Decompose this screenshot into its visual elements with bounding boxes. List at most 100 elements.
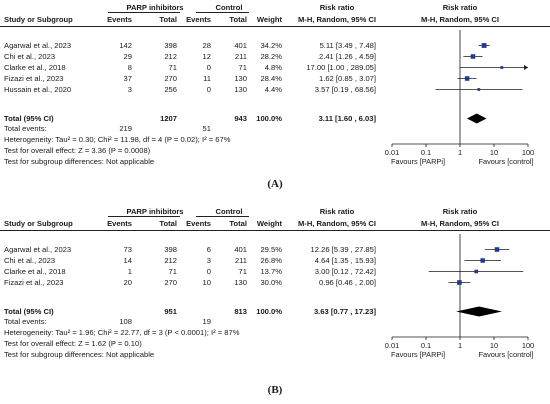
pooled-diamond [466, 113, 487, 124]
events1-column-header: Events [107, 15, 132, 24]
total2-value: 211 [234, 52, 247, 61]
weight-value: 30.0% [260, 278, 282, 287]
study-point-marker [470, 54, 476, 59]
total2-sum: 943 [234, 114, 247, 123]
total1-value: 71 [168, 63, 177, 72]
study-name: Fizazi et al., 2023 [4, 74, 64, 83]
study-point-marker [494, 247, 500, 252]
study-column-header: Study or Subgroup [4, 219, 73, 228]
risk-ratio-header: Risk ratio [319, 207, 355, 216]
x-tick-label: 100 [522, 148, 534, 157]
events1-value: 37 [123, 74, 132, 83]
total-events2: 51 [202, 124, 211, 133]
favours-right-label: Favours [control] [478, 350, 533, 359]
total2-value: 401 [234, 245, 247, 254]
group1-header: PARP inhibitors [126, 3, 184, 12]
group1-underline [108, 12, 180, 13]
events2-value: 11 [203, 74, 211, 83]
weight-value: 28.4% [260, 74, 282, 83]
study-name: Chi et al., 2023 [4, 256, 56, 265]
group2-header: Control [215, 207, 243, 216]
risk-ratio-plot-header: Risk ratio [442, 3, 478, 12]
pooled-diamond [456, 306, 503, 317]
total-events1: 108 [119, 317, 132, 326]
weight-value: 13.7% [260, 267, 282, 276]
risk-ratio-ci-value: 12.26 [5.39 , 27.85] [310, 245, 376, 254]
risk-ratio-plot-header: Risk ratio [442, 207, 478, 216]
group1-header: PARP inhibitors [126, 207, 184, 216]
x-tick-label: 1 [458, 341, 462, 350]
weight-column-header: Weight [256, 15, 282, 24]
total1-value: 71 [168, 267, 177, 276]
total1-column-header: Total [159, 219, 177, 228]
footnote-text: Test for subgroup differences: Not appli… [4, 157, 155, 166]
events2-column-header: Events [186, 15, 211, 24]
group2-underline [196, 216, 249, 217]
weight-value: 29.5% [260, 245, 282, 254]
footnote-text: Heterogeneity: Tau² = 0.30; Chi² = 11.98… [4, 135, 231, 144]
events2-value: 12 [202, 52, 211, 61]
group2-underline [196, 12, 249, 13]
total-label: Total (95% CI) [4, 114, 54, 123]
weight-value: 28.2% [260, 52, 282, 61]
total-events-label: Total events: [4, 317, 47, 326]
method-column-header: M-H, Random, 95% CI [297, 15, 377, 24]
weight-value: 4.4% [264, 85, 282, 94]
x-tick-label: 100 [522, 341, 534, 350]
study-name: Agarwal et al., 2023 [4, 41, 72, 50]
events2-value: 28 [202, 41, 211, 50]
study-point-marker [464, 76, 470, 81]
total-events-label: Total events: [4, 124, 47, 133]
forest-plot-svg: 0.01 0.1 1 10 100 Favours [PARPi] Favours [con… [385, 234, 534, 359]
favours-left-label: Favours [PARPi] [391, 157, 445, 166]
favours-left-label: Favours [PARPi] [391, 350, 445, 359]
risk-ratio-ci-value: 4.64 [1.35 , 15.93] [314, 256, 376, 265]
total1-value: 256 [164, 85, 177, 94]
total1-value: 270 [164, 278, 177, 287]
x-tick-label: 0.01 [385, 341, 399, 350]
method-plot-header: M-H, Random, 95% CI [420, 15, 500, 24]
footnote-text: Heterogeneity: Tau² = 1.96; Chi² = 22.77… [4, 328, 240, 337]
total2-value: 71 [238, 63, 247, 72]
total-events1: 219 [119, 124, 132, 133]
study-name: Chi et al., 2023 [4, 52, 56, 61]
total2-value: 130 [234, 278, 247, 287]
header-rule [0, 230, 550, 231]
total2-column-header: Total [229, 219, 247, 228]
total1-sum: 951 [164, 307, 177, 316]
weight-value: 4.8% [264, 63, 282, 72]
total2-value: 71 [238, 267, 247, 276]
events1-value: 14 [123, 256, 132, 265]
total-weight: 100.0% [256, 114, 282, 123]
risk-ratio-ci-value: 3.57 [0.19 , 68.56] [314, 85, 376, 94]
total1-value: 212 [164, 52, 177, 61]
total2-sum: 813 [234, 307, 247, 316]
footnote-text: Test for subgroup differences: Not appli… [4, 350, 155, 359]
risk-ratio-header: Risk ratio [319, 3, 355, 12]
group1-underline [108, 216, 180, 217]
header-rule [0, 26, 550, 27]
study-name: Fizazi et al., 2023 [4, 278, 64, 287]
total-weight: 100.0% [256, 307, 282, 316]
events2-column-header: Events [186, 219, 211, 228]
study-name: Clarke et al., 2018 [4, 63, 66, 72]
events1-value: 20 [123, 278, 132, 287]
total-events2: 19 [202, 317, 211, 326]
events1-value: 1 [127, 267, 132, 276]
study-column-header: Study or Subgroup [4, 15, 73, 24]
events1-value: 8 [127, 63, 132, 72]
x-tick-label: 10 [490, 148, 498, 157]
risk-ratio-ci-value: 3.00 [0.12 , 72.42] [314, 267, 376, 276]
panel-caption: (B) [267, 384, 283, 396]
panel-caption: (A) [267, 178, 283, 190]
study-point-marker [474, 269, 479, 274]
weight-column-header: Weight [256, 219, 282, 228]
method-plot-header: M-H, Random, 95% CI [420, 219, 500, 228]
events2-value: 0 [206, 267, 211, 276]
study-point-marker [477, 88, 481, 91]
total2-value: 401 [234, 41, 247, 50]
study-point-marker [481, 43, 487, 48]
total2-column-header: Total [229, 15, 247, 24]
events2-value: 0 [206, 63, 211, 72]
total1-value: 212 [164, 256, 177, 265]
